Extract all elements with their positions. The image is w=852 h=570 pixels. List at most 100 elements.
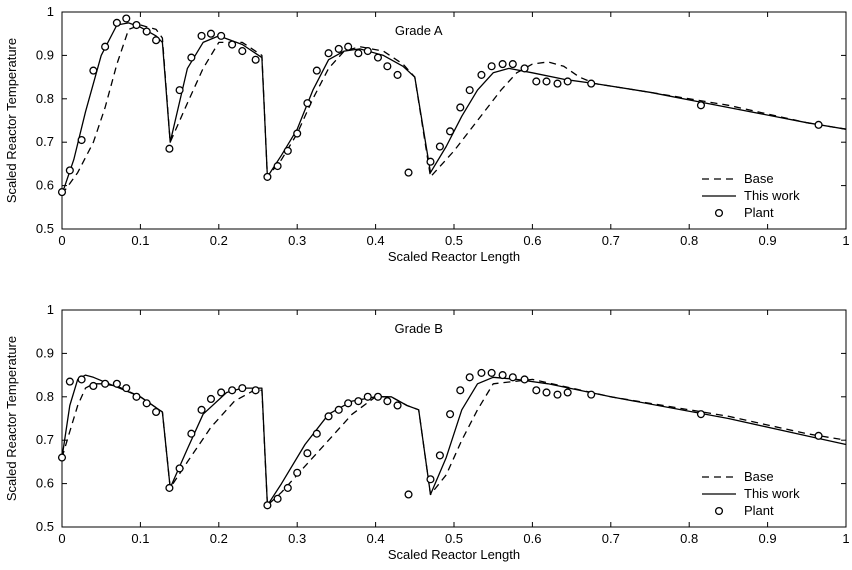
plant-data-point (373, 53, 383, 62)
plant-data-point (77, 135, 86, 145)
x-tick-label: 0.5 (445, 233, 463, 248)
y-tick-label: 0.9 (36, 47, 54, 62)
legend-label: This work (744, 188, 800, 203)
plant-data-point (532, 77, 541, 86)
base-line (61, 24, 847, 195)
plant-data-point (152, 36, 161, 45)
plant-data-point (142, 399, 151, 408)
x-tick-label: 0 (58, 233, 65, 248)
plant-data-point (465, 373, 474, 382)
y-tick-label: 0.6 (36, 178, 54, 193)
plant-data-point (152, 407, 161, 417)
plant-data-point (446, 127, 455, 136)
plant-data-point (814, 120, 823, 129)
legend-label: This work (744, 486, 800, 501)
legend-swatch-plant (714, 208, 724, 218)
plant-data-point (217, 31, 226, 40)
series-base (61, 24, 847, 195)
plant-data-point (477, 368, 486, 377)
plant-data-point (132, 20, 141, 30)
y-tick-label: 0.5 (36, 519, 54, 534)
plant-data-point (435, 142, 444, 151)
plant-data-point (498, 371, 507, 380)
x-tick-label: 1 (842, 233, 849, 248)
x-tick-label: 0.4 (367, 531, 385, 546)
plant-data-point (293, 468, 302, 477)
x-tick-label: 0.7 (602, 233, 620, 248)
x-tick-label: 0.1 (131, 531, 149, 546)
plant-data-point (363, 47, 372, 56)
y-tick-label: 0.5 (36, 221, 54, 236)
plant-data-point (553, 79, 562, 88)
plant-data-point (498, 60, 507, 69)
plant-data-point (508, 60, 517, 69)
plant-data-point (487, 368, 496, 377)
plant-data-point (238, 47, 247, 56)
plant-data-point (57, 453, 67, 462)
plant-data-point (89, 381, 98, 391)
plant-data-point (344, 399, 353, 408)
plant-data-point (542, 77, 551, 86)
series-plant (57, 14, 823, 197)
plant-data-point (197, 405, 206, 414)
plant-data-point (101, 42, 110, 51)
plant-data-point (251, 55, 260, 64)
plant-data-point (508, 373, 517, 382)
y-tick-label: 0.9 (36, 345, 54, 360)
y-tick-label: 0.7 (36, 432, 54, 447)
x-tick-label: 0.5 (445, 531, 463, 546)
series-this-work (61, 22, 847, 195)
plant-data-point (303, 99, 312, 108)
plant-data-point (187, 53, 196, 62)
plant-data-point (206, 394, 216, 404)
series-plant (57, 368, 823, 510)
plant-data-point (89, 66, 98, 75)
plant-data-point (293, 129, 302, 138)
plant-data-point (142, 27, 151, 36)
plant-data-point (456, 103, 465, 112)
grade-annotation: Grade A (395, 23, 443, 38)
x-tick-label: 0.3 (288, 233, 306, 248)
legend-swatch-plant (714, 506, 724, 516)
legend-label: Base (744, 469, 774, 484)
x-tick-label: 0.9 (759, 233, 777, 248)
plant-data-point (77, 375, 86, 384)
plant-data-point (354, 397, 363, 406)
plant-data-point (487, 62, 496, 71)
plant-data-point (354, 49, 363, 58)
legend-label: Plant (744, 205, 774, 220)
plant-data-point (426, 157, 435, 166)
plant-data-point (165, 144, 174, 153)
plant-data-point (217, 388, 226, 397)
x-tick-label: 0.3 (288, 531, 306, 546)
x-tick-label: 0 (58, 531, 65, 546)
plant-data-point (344, 42, 353, 51)
x-tick-label: 0.9 (759, 531, 777, 546)
plant-data-point (65, 166, 74, 175)
plant-data-point (404, 490, 413, 499)
plant-data-point (334, 405, 343, 414)
plant-data-point (393, 70, 402, 79)
plant-data-point (175, 86, 184, 95)
plant-data-point (696, 410, 706, 419)
plant-data-point (283, 146, 292, 155)
plant-data-point (132, 392, 141, 401)
x-tick-label: 0.8 (680, 233, 698, 248)
plant-data-point (696, 101, 706, 110)
x-tick-label: 0.6 (523, 531, 541, 546)
plant-data-point (477, 70, 486, 79)
x-tick-label: 0.6 (523, 233, 541, 248)
plant-data-point (373, 392, 383, 401)
plant-data-point (587, 79, 596, 88)
plant-data-point (553, 390, 562, 399)
x-tick-label: 0.1 (131, 233, 149, 248)
legend-label: Base (744, 171, 774, 186)
y-axis-label: Scaled Reactor Temperature (4, 38, 19, 203)
x-axis-label: Scaled Reactor Length (388, 547, 520, 562)
plant-data-point (435, 451, 444, 460)
plant-data-point (187, 429, 196, 438)
plant-data-point (363, 392, 372, 401)
y-tick-label: 1 (47, 302, 54, 317)
plant-data-point (814, 431, 823, 440)
